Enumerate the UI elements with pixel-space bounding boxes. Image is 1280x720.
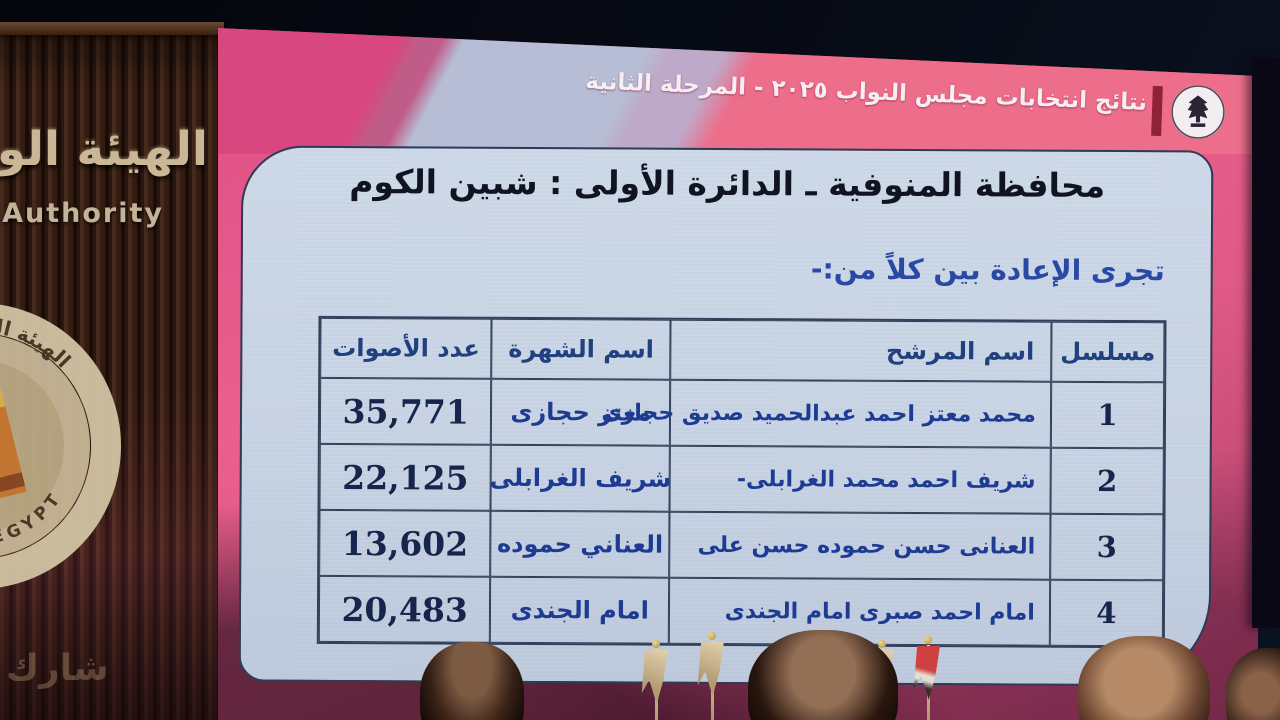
flag-finial-icon [652, 640, 660, 648]
table-row-4-votes: 20,483 [318, 575, 491, 643]
flag-finial-icon [708, 632, 716, 640]
table-row-1-alias: معتز حجازى [491, 378, 671, 446]
flag-finial-icon [924, 636, 932, 644]
wall-watermark: شارك [6, 648, 109, 689]
table-row-1-votes: 35,771 [319, 377, 492, 445]
audience-head [1078, 636, 1210, 720]
wood-wall: الهيئة الو n Authority الهيئة ال EGYPT ش… [0, 22, 224, 720]
slide-subtitle: تجرى الإعادة بين كلاً من:- [810, 252, 1165, 288]
table-row-4-alias: امام الجندى [490, 576, 670, 644]
table-row-3-votes: 13,602 [319, 509, 491, 577]
seal-ballot-illustration [0, 388, 27, 511]
audience-head [420, 642, 524, 720]
flag-cloth [641, 650, 668, 704]
table-row-2-alias: شريف الغرابلى [490, 444, 671, 512]
desk-flag-beige [636, 640, 676, 720]
desk-flag-beige [692, 632, 732, 720]
egypt-eagle-emblem-icon [1171, 85, 1225, 139]
authority-arabic-sign: الهيئة الو [0, 122, 208, 177]
authority-seal-icon: الهيئة ال EGYPT [0, 304, 121, 588]
results-slide: محافظة المنوفية ـ الدائرة الأولى : شبين … [238, 145, 1214, 687]
table-row-2-votes: 22,125 [319, 443, 492, 511]
banner-separator [1151, 85, 1163, 137]
table-row-3-alias: العناني حموده [490, 510, 670, 578]
table-row-1-serial: 1 [1050, 381, 1165, 449]
col-header-serial: مسلسل [1051, 321, 1165, 383]
table-row-3-serial: 3 [1050, 513, 1164, 581]
audience-head [748, 630, 898, 720]
flag-cloth [913, 646, 940, 700]
table-row-2-candidate: شريف احمد محمد الغرابلى- [669, 445, 1051, 514]
col-header-alias: اسم الشهرة [491, 318, 671, 380]
authority-english-sign: n Authority [0, 198, 164, 229]
table-row-1-candidate: محمد معتز احمد عبدالحميد صديق حجازى [601, 379, 1052, 448]
right-curtain-shadow [1252, 58, 1280, 628]
table-row-2-serial: 2 [1050, 447, 1164, 515]
flag-cloth [697, 642, 724, 696]
col-header-candidate: اسم المرشح [670, 319, 1052, 382]
slide-title: محافظة المنوفية ـ الدائرة الأولى : شبين … [349, 162, 1106, 205]
flag-finial-icon [878, 640, 886, 648]
wall-top-rail [0, 22, 224, 35]
table-row-3-candidate: العنانى حسن حموده حسن على [669, 511, 1051, 580]
desk-flag-egypt [908, 636, 948, 720]
col-header-votes: عدد الأصوات [320, 317, 492, 379]
results-table: مسلسل اسم المرشح اسم الشهرة عدد الأصوات … [316, 315, 1167, 649]
